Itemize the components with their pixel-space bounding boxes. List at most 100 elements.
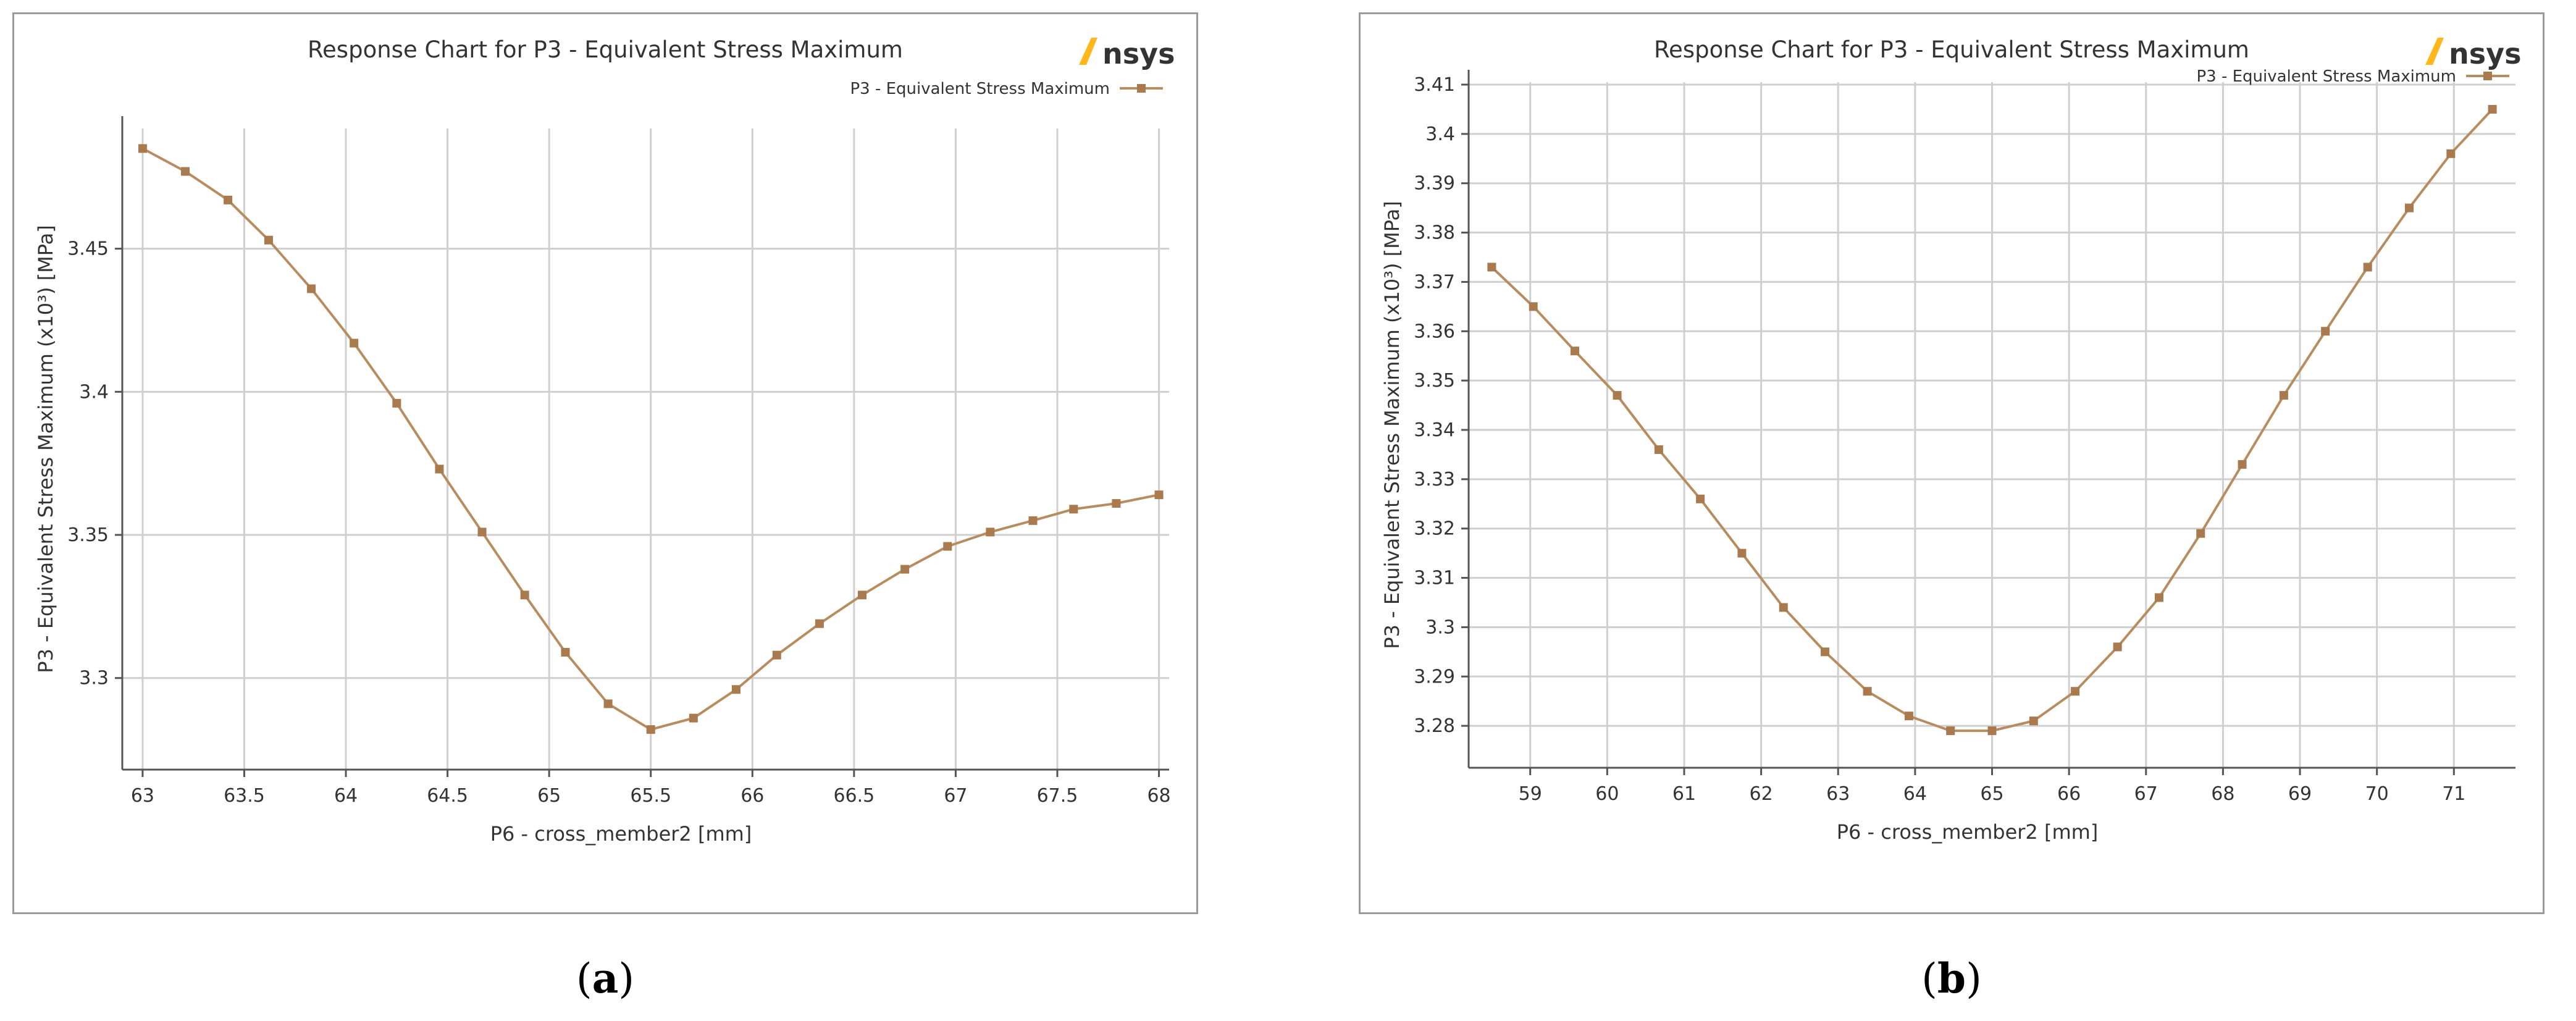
data-point — [2071, 687, 2080, 696]
x-tick-label: 61 — [1672, 783, 1696, 805]
x-tick-label: 63 — [1826, 783, 1850, 805]
data-point — [2405, 203, 2414, 212]
chart-title: Response Chart for P3 - Equivalent Stres… — [1654, 36, 2249, 63]
chart-title: Response Chart for P3 - Equivalent Stres… — [308, 36, 903, 63]
x-tick-label: 62 — [1750, 783, 1773, 805]
x-tick-label: 71 — [2442, 783, 2465, 805]
data-point — [646, 725, 655, 734]
y-tick-label: 3.4 — [79, 381, 109, 403]
data-point — [1821, 647, 1830, 657]
legend-label: P3 - Equivalent Stress Maximum — [850, 80, 1110, 98]
y-tick-label: 3.28 — [1414, 715, 1455, 737]
data-point — [986, 527, 995, 537]
y-tick-label: 3.33 — [1414, 469, 1455, 490]
y-tick-label: 3.36 — [1414, 321, 1455, 342]
chart-panel-a: Response Chart for P3 - Equivalent Stres… — [12, 12, 1198, 914]
data-point — [1987, 726, 1997, 736]
y-axis-label: P3 - Equivalent Stress Maximum (x10³) [M… — [34, 225, 57, 673]
data-point — [2363, 263, 2372, 272]
ansys-logo-mark — [2425, 38, 2444, 65]
x-tick-label: 59 — [1519, 783, 1542, 805]
data-point — [392, 398, 401, 408]
data-point — [772, 650, 781, 660]
y-tick-label: 3.35 — [1414, 370, 1455, 392]
data-point — [689, 713, 698, 723]
data-point — [858, 590, 867, 600]
subfigure-letter-a: a — [592, 954, 619, 1002]
y-tick-label: 3.35 — [67, 524, 109, 546]
data-point — [138, 144, 147, 153]
data-point — [1028, 516, 1038, 525]
data-point — [943, 542, 952, 551]
legend: P3 - Equivalent Stress Maximum — [850, 80, 1163, 98]
data-point — [1654, 445, 1663, 454]
data-point — [1487, 263, 1496, 272]
x-tick-label: 64.5 — [427, 785, 468, 807]
x-tick-label: 70 — [2365, 783, 2389, 805]
x-tick-label: 66 — [740, 785, 764, 807]
chart-svg: Response Chart for P3 - Equivalent Stres… — [1380, 36, 2522, 844]
x-tick-label: 67 — [944, 785, 967, 807]
y-tick-label: 3.29 — [1414, 666, 1455, 687]
subfigure-letter-b: b — [1937, 954, 1966, 1002]
data-point — [520, 590, 529, 600]
x-tick-label: 63 — [131, 785, 154, 807]
data-point — [224, 195, 233, 204]
y-tick-label: 3.4 — [1425, 124, 1455, 145]
data-point — [2279, 391, 2288, 400]
x-tick-label: 66.5 — [833, 785, 875, 807]
data-point — [2238, 460, 2247, 469]
legend-marker — [1137, 84, 1146, 93]
legend-marker — [2483, 72, 2492, 80]
data-point — [2029, 716, 2038, 726]
data-point — [2154, 593, 2163, 602]
y-tick-label: 3.41 — [1414, 74, 1455, 96]
data-point — [1946, 726, 1955, 736]
x-tick-label: 60 — [1595, 783, 1619, 805]
data-point — [477, 527, 487, 537]
y-tick-label: 3.38 — [1414, 222, 1455, 244]
x-axis-label: P6 - cross_member2 [mm] — [1837, 820, 2099, 844]
x-tick-label: 65 — [537, 785, 561, 807]
x-tick-label: 68 — [1147, 785, 1170, 807]
chart-panel-b: Response Chart for P3 - Equivalent Stres… — [1359, 12, 2545, 914]
y-tick-label: 3.39 — [1414, 173, 1455, 195]
data-point — [900, 565, 910, 574]
ansys-logo-mark — [1079, 38, 1097, 65]
data-point — [1779, 603, 1788, 612]
x-tick-label: 69 — [2288, 783, 2312, 805]
data-point — [307, 284, 316, 293]
x-tick-label: 64 — [1903, 783, 1927, 805]
y-tick-label: 3.45 — [67, 238, 109, 260]
data-point — [1737, 548, 1747, 558]
y-axis-label: P3 - Equivalent Stress Maximum (x10³) [M… — [1380, 201, 1404, 649]
y-tick-label: 3.32 — [1414, 518, 1455, 540]
y-tick-label: 3.34 — [1414, 419, 1455, 441]
x-tick-label: 67.5 — [1037, 785, 1078, 807]
data-point — [2488, 104, 2497, 114]
x-tick-label: 67 — [2134, 783, 2158, 805]
data-point — [1863, 687, 1872, 696]
ansys-logo-text: nsys — [1102, 37, 1175, 70]
data-point — [435, 464, 444, 474]
data-point — [2446, 149, 2456, 158]
y-tick-label: 3.3 — [1425, 616, 1455, 638]
data-point — [1696, 494, 1705, 503]
y-tick-label: 3.37 — [1414, 271, 1455, 293]
chart-svg: Response Chart for P3 - Equivalent Stres… — [34, 36, 1175, 846]
subfigure-label-b: (b) — [1921, 954, 1982, 1002]
ansys-logo: nsys — [1079, 37, 1175, 70]
data-point — [1570, 347, 1579, 356]
legend: P3 - Equivalent Stress Maximum — [2196, 67, 2509, 86]
x-tick-label: 68 — [2211, 783, 2234, 805]
data-point — [2196, 529, 2205, 538]
data-point — [181, 167, 190, 176]
data-point — [603, 699, 613, 708]
x-tick-label: 64 — [334, 785, 358, 807]
legend-label: P3 - Equivalent Stress Maximum — [2196, 67, 2456, 86]
x-tick-label: 66 — [2057, 783, 2081, 805]
data-point — [561, 648, 570, 657]
ansys-logo-text: nsys — [2449, 37, 2522, 70]
x-tick-label: 65.5 — [630, 785, 671, 807]
data-point — [1529, 302, 1538, 311]
